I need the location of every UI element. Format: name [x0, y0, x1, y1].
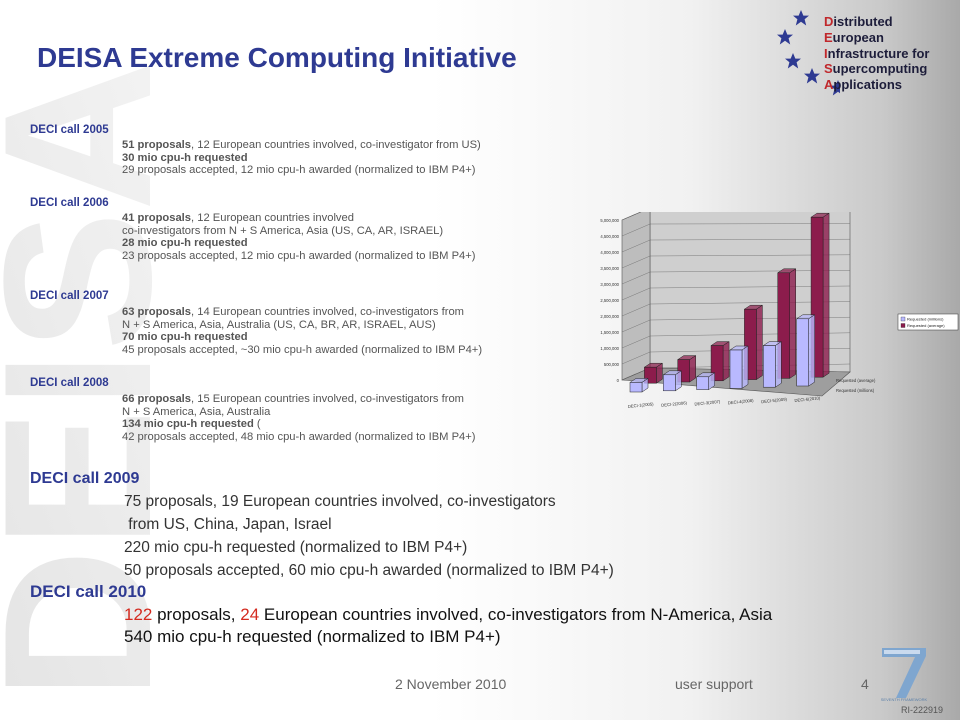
gridline — [621, 239, 651, 253]
deci-2005-details: 51 proposals, 12 European countries invo… — [122, 139, 481, 177]
bar-series-a-side — [775, 341, 782, 388]
bar-series-a — [629, 382, 643, 393]
bar-series-b-side — [822, 212, 830, 378]
deci-2008-details: 66 proposals, 15 European countries invo… — [122, 393, 476, 443]
bar-series-b-side — [789, 268, 796, 379]
deci-2010-heading: DECI call 2010 — [30, 582, 147, 601]
bar-series-a-side — [808, 314, 815, 387]
reference-number: RI-222919 — [901, 705, 944, 715]
bar-series-a — [696, 376, 709, 390]
chart-side-wall — [621, 212, 651, 381]
deisa-watermark: DEISA — [0, 60, 195, 700]
logo-line: Distributed — [824, 14, 893, 29]
bar-series-a — [663, 374, 676, 392]
y-tick-label: 500,000 — [604, 362, 620, 367]
deci-2008-heading: DECI call 2008 — [30, 377, 109, 389]
deci-2005-heading: DECI call 2005 — [30, 124, 109, 136]
x-tick-label: DECI-1(2005) — [628, 401, 655, 409]
x-tick-label: DECI-2(2006) — [661, 400, 688, 408]
gridline — [621, 255, 651, 269]
slide-title: DEISA Extreme Computing Initiative — [37, 42, 517, 73]
y-tick-label: 3,000,000 — [600, 282, 619, 287]
chart-legend — [897, 313, 959, 331]
x-tick-label: DECI-6(2010) — [794, 395, 821, 403]
y-tick-label: 0 — [617, 378, 620, 383]
bar-series-b — [710, 345, 724, 382]
bar-series-a — [796, 318, 809, 387]
deci-2007-heading: DECI call 2007 — [30, 290, 109, 302]
footer-date: 2 November 2010 — [395, 676, 507, 692]
logo-wordmark: Distributed European Infrastructure for … — [824, 14, 929, 93]
y-tick-label: 1,500,000 — [600, 330, 619, 335]
logo-line: Supercomputing — [824, 61, 928, 77]
y-tick-label: 2,000,000 — [600, 314, 619, 319]
legend-swatch — [900, 316, 906, 322]
legend-swatch — [900, 323, 906, 328]
gridline — [621, 212, 642, 221]
page-number: 4 — [861, 676, 869, 692]
gridline — [621, 287, 651, 301]
bar-series-a-side — [741, 345, 749, 389]
logo-line: Infrastructure for — [824, 45, 930, 61]
legend-label: Requested (millions) — [907, 317, 944, 322]
deci-2010-details: 122 proposals, 24 European countries inv… — [124, 605, 773, 646]
x-tick-label: DECI-5(2009) — [761, 396, 788, 404]
deci-2006-heading: DECI call 2006 — [30, 197, 109, 209]
logo-line: Applications — [824, 77, 903, 93]
deisa-logo: Distributed European Infrastructure for … — [770, 6, 960, 106]
y-tick-label: 4,000,000 — [600, 250, 619, 255]
x-tick-label: DECI-3(2007) — [694, 399, 721, 407]
fp7-logo-icon: SEVENTH FRAMEWORK — [881, 648, 928, 702]
bar-series-a — [729, 349, 743, 389]
footer-label: user support — [675, 676, 753, 692]
cpu-hours-chart: 0 500,000 1,000,000 1,500,000 2,000,000 2,500… — [600, 212, 959, 409]
svg-text:SEVENTH FRAMEWORK: SEVENTH FRAMEWORK — [881, 697, 928, 702]
deci-2007-details: 63 proposals, 14 European countries invo… — [122, 306, 483, 356]
watermark-text: DEISA — [0, 60, 195, 700]
deci-2006-details: 41 proposals, 12 European countries invo… — [122, 212, 476, 262]
deci-2009-heading: DECI call 2009 — [30, 470, 140, 487]
bar-series-b-side — [689, 355, 696, 383]
y-tick-label: 1,000,000 — [600, 346, 619, 351]
gridline — [621, 303, 651, 317]
gridline — [621, 351, 651, 365]
y-tick-label: 4,500,000 — [600, 234, 619, 239]
bar-series-a — [763, 345, 776, 388]
gridline — [621, 271, 651, 285]
bar-series-b-side — [722, 341, 730, 382]
y-tick-label: 2,500,000 — [600, 298, 619, 303]
y-tick-label: 3,500,000 — [600, 266, 619, 271]
logo-line: European — [824, 29, 884, 45]
series-axis-label: Requested (average) — [836, 378, 876, 383]
series-axis-label: Requested (millions) — [836, 388, 875, 393]
deci-2009-details: 75 proposals, 19 European countries invo… — [124, 493, 614, 579]
bar-series-b-side — [756, 304, 763, 381]
legend-label: Requested (average) — [907, 323, 945, 328]
gridline — [621, 319, 651, 333]
x-tick-label: DECI-4(2008) — [728, 398, 755, 406]
gridline — [621, 223, 651, 237]
y-tick-label: 5,000,000 — [600, 218, 619, 223]
gridline — [621, 335, 651, 349]
